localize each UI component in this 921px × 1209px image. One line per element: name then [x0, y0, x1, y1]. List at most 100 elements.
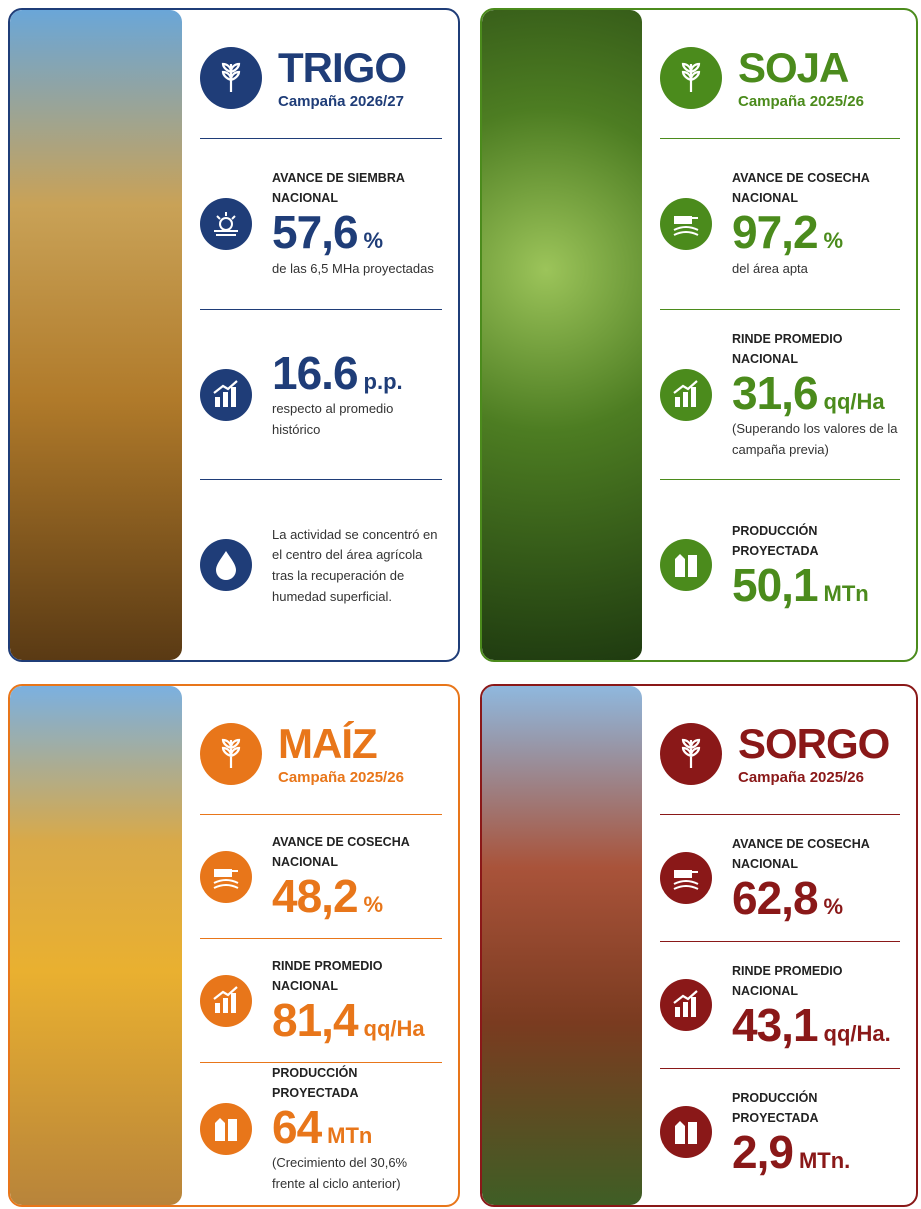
crop-title: SORGO	[738, 723, 889, 765]
metric-note: respecto al promedio histórico	[272, 399, 442, 441]
metric-note: (Superando los valores de la campaña pre…	[732, 419, 900, 461]
icon	[206, 545, 246, 585]
icon	[211, 734, 251, 774]
value-unit: %	[364, 228, 384, 253]
metric-icon	[200, 198, 252, 250]
value-unit: %	[824, 228, 844, 253]
value-number: 97,2	[732, 206, 818, 258]
page: TRIGO Campaña 2026/27 AVANCE DE SIEMBRA NA…	[0, 0, 921, 1209]
metric-icon	[200, 851, 252, 903]
icon	[206, 204, 246, 244]
metric-note: de las 6,5 MHa proyectadas	[272, 259, 442, 280]
campaign: Campaña 2026/27	[278, 93, 406, 110]
metric-icon	[200, 369, 252, 421]
campaign: Campaña 2025/26	[278, 769, 404, 786]
icon	[211, 58, 251, 98]
icon	[666, 1112, 706, 1152]
crop-photo	[10, 686, 182, 1205]
value-unit: MTn.	[799, 1148, 850, 1173]
metric-value: 57,6%	[272, 208, 442, 256]
icon	[666, 858, 706, 898]
crop-badge	[660, 723, 722, 785]
crop-title: TRIGO	[278, 47, 406, 89]
metric-icon	[660, 198, 712, 250]
value-number: 16.6	[272, 347, 358, 399]
metric-icon	[660, 852, 712, 904]
icon	[666, 204, 706, 244]
crop-card: SOJA Campaña 2025/26 AVANCE DE COSECHA NAC…	[480, 8, 918, 662]
metric: La actividad se concentró en el centro d…	[200, 480, 442, 650]
crop-badge	[660, 47, 722, 109]
value-number: 81,4	[272, 994, 358, 1046]
metric-icon	[660, 1106, 712, 1158]
crop-card: TRIGO Campaña 2026/27 AVANCE DE SIEMBRA NA…	[8, 8, 460, 662]
campaign: Campaña 2025/26	[738, 769, 889, 786]
title-block: MAÍZ Campaña 2025/26	[262, 723, 404, 786]
crop-photo	[482, 686, 642, 1205]
metric-note: La actividad se concentró en el centro d…	[272, 525, 442, 608]
crop-title: MAÍZ	[278, 723, 404, 765]
metric-label: PRODUCCIÓN PROYECTADA	[732, 1088, 900, 1128]
card-content: MAÍZ Campaña 2025/26 AVANCE DE COSECHA NAC…	[182, 686, 458, 1205]
crop-card: MAÍZ Campaña 2025/26 AVANCE DE COSECHA NAC…	[8, 684, 460, 1207]
metric-label: AVANCE DE SIEMBRA NACIONAL	[272, 168, 442, 208]
metric-label: RINDE PROMEDIO NACIONAL	[272, 956, 442, 996]
metric-icon	[200, 975, 252, 1027]
metric-label: RINDE PROMEDIO NACIONAL	[732, 961, 900, 1001]
card-content: TRIGO Campaña 2026/27 AVANCE DE SIEMBRA NA…	[182, 10, 458, 660]
title-block: SORGO Campaña 2025/26	[722, 723, 889, 786]
icon	[666, 545, 706, 585]
value-unit: MTn	[824, 581, 869, 606]
value-number: 64	[272, 1101, 321, 1153]
value-unit: qq/Ha	[364, 1016, 425, 1041]
metric-note: (Crecimiento del 30,6% frente al ciclo a…	[272, 1153, 442, 1195]
value-number: 62,8	[732, 872, 818, 924]
metric-icon	[660, 979, 712, 1031]
value-number: 43,1	[732, 999, 818, 1051]
metric-label: AVANCE DE COSECHA NACIONAL	[272, 832, 442, 872]
title-block: SOJA Campaña 2025/26	[722, 47, 864, 110]
card-header: SOJA Campaña 2025/26	[660, 18, 900, 139]
icon	[206, 857, 246, 897]
crop-card: SORGO Campaña 2025/26 AVANCE DE COSECHA NA…	[480, 684, 918, 1207]
value-unit: %	[824, 894, 844, 919]
card-content: SORGO Campaña 2025/26 AVANCE DE COSECHA NA…	[642, 686, 916, 1205]
title-block: TRIGO Campaña 2026/27	[262, 47, 406, 110]
icon	[671, 734, 711, 774]
metric-icon	[660, 539, 712, 591]
value-unit: %	[364, 892, 384, 917]
icon	[666, 985, 706, 1025]
card-header: SORGO Campaña 2025/26	[660, 694, 900, 815]
metric-label: PRODUCCIÓN PROYECTADA	[732, 521, 900, 561]
card-content: SOJA Campaña 2025/26 AVANCE DE COSECHA NAC…	[642, 10, 916, 660]
icon	[671, 58, 711, 98]
crop-title: SOJA	[738, 47, 864, 89]
metric-value: 97,2%	[732, 208, 900, 256]
card-header: TRIGO Campaña 2026/27	[200, 18, 442, 139]
campaign: Campaña 2025/26	[738, 93, 864, 110]
metric-value: 48,2%	[272, 872, 442, 920]
